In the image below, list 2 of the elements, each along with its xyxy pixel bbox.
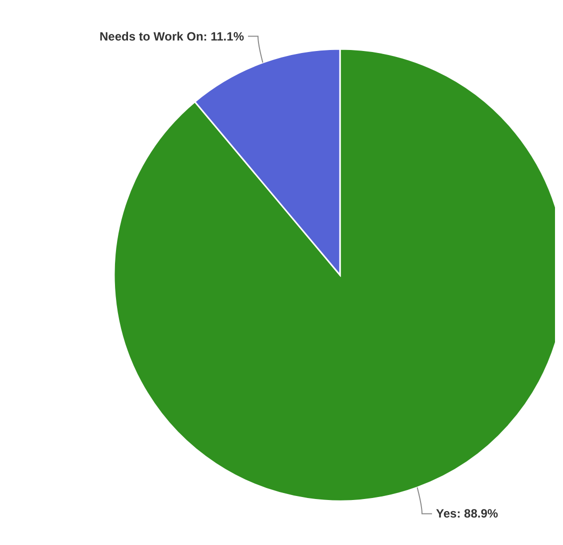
slice-label: Needs to Work On: 11.1% [99, 29, 244, 44]
slice-label: Yes: 88.9% [436, 506, 498, 521]
